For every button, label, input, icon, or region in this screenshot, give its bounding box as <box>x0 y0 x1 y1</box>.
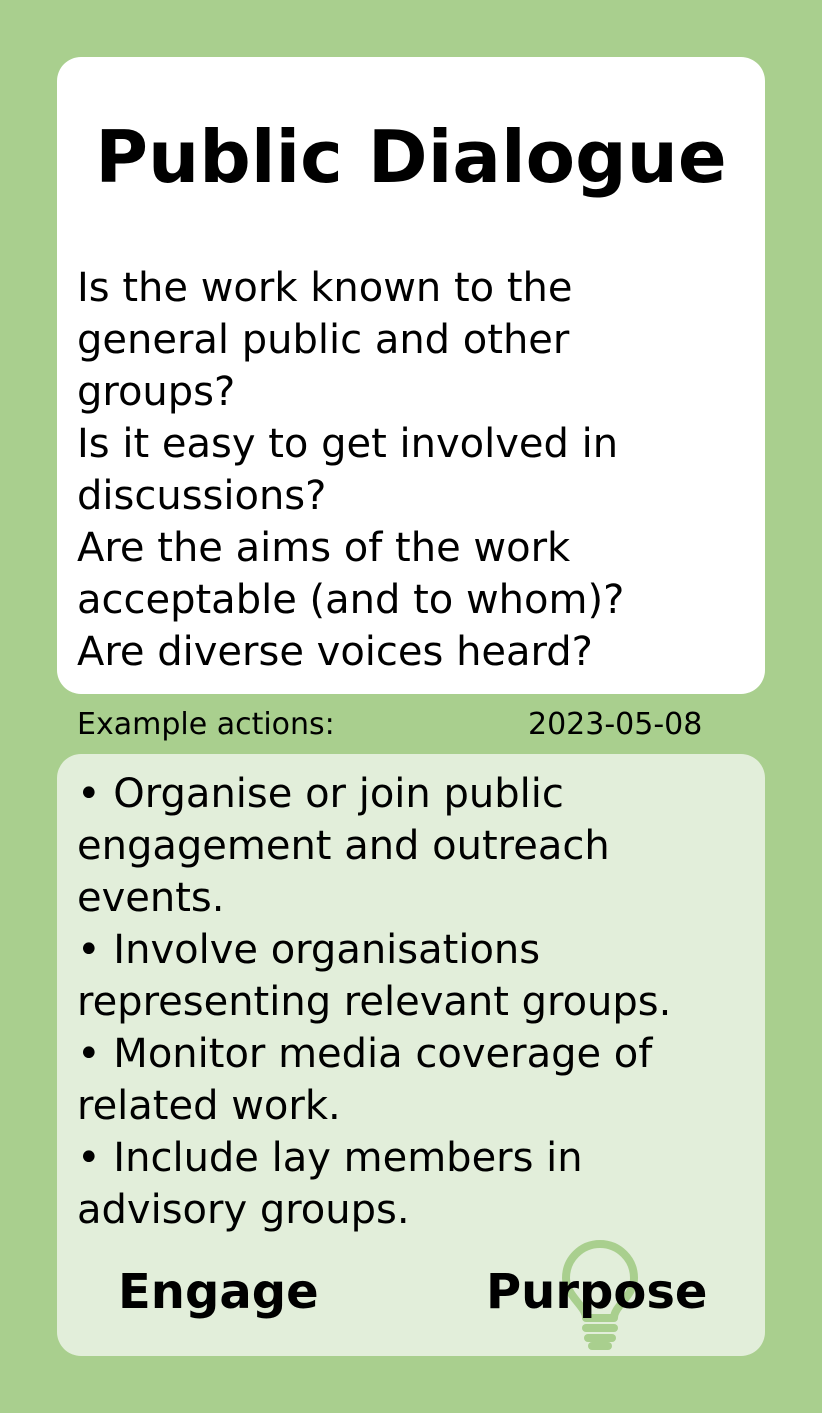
question-line: Are the aims of the work <box>77 525 571 571</box>
action-line: • Involve organisations <box>77 927 541 973</box>
question-line: Are diverse voices heard? <box>77 629 593 675</box>
action-line: engagement and outreach <box>77 823 610 869</box>
question-line: discussions? <box>77 473 327 519</box>
action-line: advisory groups. <box>77 1187 410 1233</box>
action-list: • Organise or join public engagement and… <box>77 768 757 1236</box>
action-line: • Organise or join public <box>77 771 564 817</box>
card-title: Public Dialogue <box>95 115 727 199</box>
action-line: related work. <box>77 1083 341 1129</box>
question-card <box>57 57 765 694</box>
action-line: • Include lay members in <box>77 1135 583 1181</box>
action-line: representing relevant groups. <box>77 979 672 1025</box>
action-line: • Monitor media coverage of <box>77 1031 653 1077</box>
date-label: 2023-05-08 <box>528 707 703 742</box>
question-list: Is the work known to the general public … <box>77 262 757 678</box>
question-line: groups? <box>77 369 236 415</box>
category-engage: Engage <box>118 1264 319 1320</box>
example-actions-label: Example actions: <box>77 707 335 742</box>
question-line: Is it easy to get involved in <box>77 421 619 467</box>
lightbulb-icon <box>562 1240 638 1350</box>
action-line: events. <box>77 875 225 921</box>
question-line: general public and other <box>77 317 570 363</box>
actions-card <box>57 754 765 1356</box>
question-line: acceptable (and to whom)? <box>77 577 625 623</box>
question-line: Is the work known to the <box>77 265 573 311</box>
category-purpose: Purpose <box>486 1264 708 1320</box>
